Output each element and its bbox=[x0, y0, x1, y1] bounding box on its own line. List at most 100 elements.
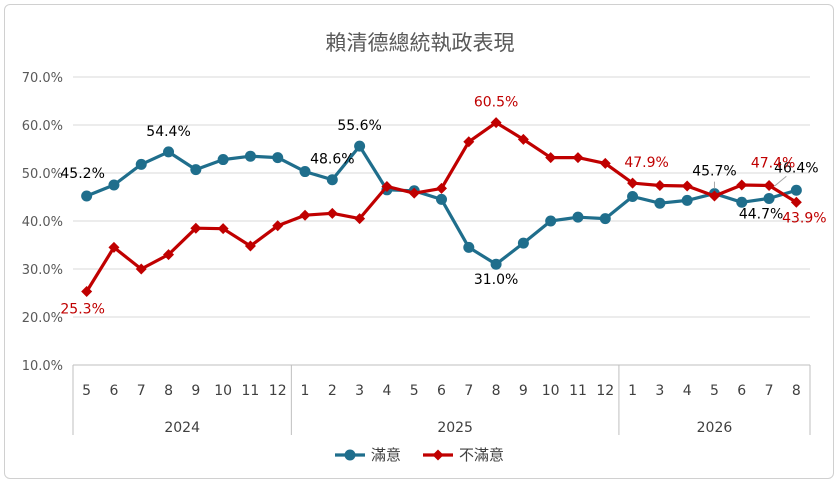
chart-title: 賴清德總統執政表現 bbox=[326, 31, 515, 55]
data-label-satisfied: 46.4% bbox=[774, 160, 818, 176]
axis-layer: 10.0% 20.0% 30.0% 40.0% 50.0% 60.0% 70.0% 5 6 7 8 9… bbox=[22, 71, 811, 436]
data-point-dissatisfied bbox=[354, 213, 366, 225]
x-tick-label: 6 bbox=[737, 383, 746, 399]
data-point-dissatisfied bbox=[463, 136, 475, 148]
data-point-dissatisfied bbox=[326, 207, 338, 219]
data-point-dissatisfied bbox=[408, 187, 420, 199]
data-point-dissatisfied bbox=[681, 180, 693, 192]
series-line-dissatisfied bbox=[85, 120, 798, 293]
data-label-satisfied: 48.6% bbox=[310, 152, 354, 168]
data-point-satisfied bbox=[354, 140, 366, 152]
data-point-satisfied bbox=[763, 192, 775, 204]
data-point-dissatisfied bbox=[381, 180, 393, 192]
data-point-dissatisfied bbox=[244, 240, 256, 252]
data-point-dissatisfied bbox=[490, 117, 502, 129]
x-tick-label: 5 bbox=[82, 383, 91, 399]
data-label-dissatisfied: 25.3% bbox=[60, 302, 104, 318]
data-label-dissatisfied: 47.9% bbox=[624, 155, 668, 171]
data-label-dissatisfied: 47.4% bbox=[751, 155, 795, 171]
year-label: 2025 bbox=[437, 420, 473, 436]
y-tick-label: 30.0% bbox=[22, 263, 63, 278]
data-point-satisfied bbox=[108, 179, 120, 191]
data-point-satisfied bbox=[681, 194, 693, 206]
data-point-satisfied bbox=[217, 154, 229, 166]
data-point-satisfied bbox=[436, 193, 447, 205]
data-point-satisfied bbox=[599, 213, 611, 225]
x-tick-label: 7 bbox=[464, 383, 473, 399]
series-layer bbox=[81, 117, 802, 298]
data-point-dissatisfied bbox=[163, 249, 175, 261]
data-point-dissatisfied bbox=[217, 223, 229, 235]
x-tick-label: 8 bbox=[492, 383, 501, 399]
data-point-dissatisfied bbox=[135, 263, 147, 275]
x-tick-label: 11 bbox=[242, 383, 260, 399]
x-tick-label: 10 bbox=[542, 383, 560, 399]
data-point-satisfied bbox=[244, 150, 256, 162]
data-point-satisfied bbox=[326, 174, 338, 186]
y-tick-label: 60.0% bbox=[22, 119, 63, 134]
y-tick-label: 40.0% bbox=[22, 215, 63, 230]
data-label-satisfied: 45.7% bbox=[692, 164, 736, 180]
data-point-dissatisfied bbox=[790, 196, 802, 208]
data-point-satisfied bbox=[572, 211, 584, 223]
data-point-dissatisfied bbox=[436, 182, 447, 194]
data-point-satisfied bbox=[272, 152, 284, 164]
x-tick-label: 3 bbox=[655, 383, 664, 399]
data-point-satisfied bbox=[627, 191, 639, 203]
data-label-satisfied: 55.6% bbox=[337, 118, 381, 134]
data-point-satisfied bbox=[135, 158, 147, 170]
leader-line bbox=[774, 175, 787, 187]
data-point-satisfied bbox=[545, 215, 557, 227]
x-tick-label: 7 bbox=[137, 383, 146, 399]
data-point-satisfied bbox=[190, 164, 202, 176]
data-point-dissatisfied bbox=[599, 157, 611, 169]
data-label-satisfied: 45.2% bbox=[60, 166, 104, 182]
data-label-satisfied: 54.4% bbox=[146, 124, 190, 140]
x-tick-label: 5 bbox=[710, 383, 719, 399]
data-point-satisfied bbox=[490, 258, 502, 270]
data-point-dissatisfied bbox=[572, 152, 584, 164]
data-point-satisfied bbox=[790, 184, 802, 196]
data-point-dissatisfied bbox=[299, 209, 311, 221]
data-point-dissatisfied bbox=[545, 152, 557, 164]
data-point-dissatisfied bbox=[81, 286, 93, 298]
data-point-satisfied bbox=[463, 241, 475, 253]
data-point-dissatisfied bbox=[627, 177, 639, 189]
x-tick-label: 8 bbox=[792, 383, 801, 399]
x-tick-label: 3 bbox=[355, 383, 364, 399]
data-point-satisfied bbox=[299, 166, 311, 178]
data-point-dissatisfied bbox=[108, 241, 120, 253]
data-point-satisfied bbox=[517, 237, 529, 249]
legend-marker-dissatisfied bbox=[432, 449, 444, 461]
x-tick-label: 4 bbox=[683, 383, 692, 399]
x-tick-label: 1 bbox=[628, 383, 637, 399]
data-point-dissatisfied bbox=[654, 179, 666, 191]
x-tick-label: 6 bbox=[109, 383, 118, 399]
series-line-satisfied bbox=[86, 144, 797, 266]
x-tick-label: 10 bbox=[214, 383, 232, 399]
data-point-satisfied bbox=[736, 196, 748, 208]
data-point-dissatisfied bbox=[190, 222, 202, 234]
x-tick-label: 6 bbox=[437, 383, 446, 399]
data-point-dissatisfied bbox=[763, 179, 775, 191]
x-tick-label: 7 bbox=[765, 383, 774, 399]
x-tick-label: 11 bbox=[569, 383, 587, 399]
legend-label-dissatisfied: 不滿意 bbox=[459, 446, 504, 464]
data-point-dissatisfied bbox=[517, 133, 529, 145]
data-label-satisfied: 31.0% bbox=[474, 272, 518, 288]
chart-frame: 賴清德總統執政表現 10.0% 20.0% 30.0% 40.0% 50.0% 60.0%… bbox=[4, 4, 834, 479]
year-label: 2024 bbox=[164, 420, 200, 436]
legend-marker-satisfied bbox=[344, 449, 356, 461]
data-label-dissatisfied: 60.5% bbox=[474, 95, 518, 111]
legend-label-satisfied: 滿意 bbox=[371, 446, 401, 464]
y-tick-label: 10.0% bbox=[22, 359, 63, 374]
data-point-satisfied bbox=[654, 197, 666, 209]
x-tick-label: 1 bbox=[301, 383, 310, 399]
x-tick-label: 12 bbox=[596, 383, 614, 399]
y-tick-label: 50.0% bbox=[22, 167, 63, 182]
x-tick-label: 2 bbox=[328, 383, 337, 399]
data-point-satisfied bbox=[81, 190, 93, 202]
x-tick-label: 8 bbox=[164, 383, 173, 399]
line-chart: 賴清德總統執政表現 10.0% 20.0% 30.0% 40.0% 50.0% 60.0%… bbox=[22, 31, 827, 464]
year-label: 2026 bbox=[697, 420, 733, 436]
